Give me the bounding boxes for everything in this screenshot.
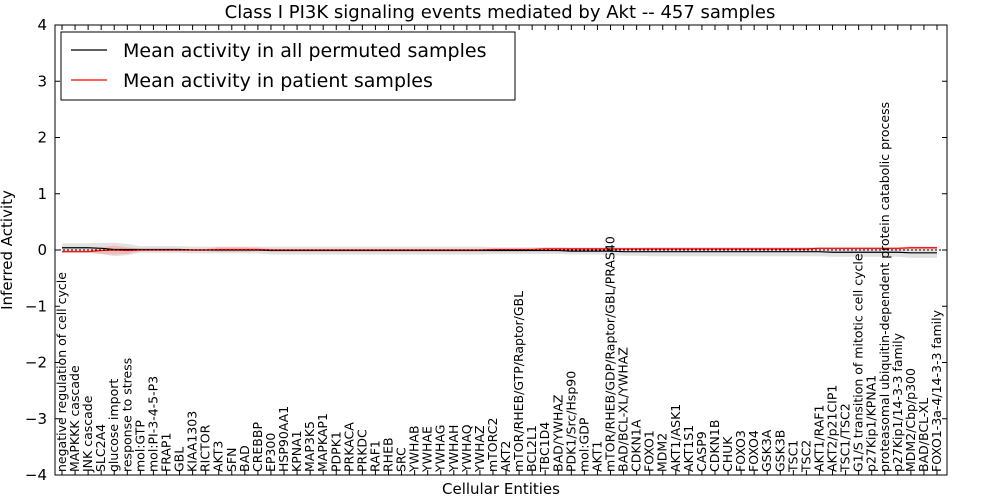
x-tick-label: MAP3K5 [302, 421, 317, 472]
y-tick-label: −3 [25, 410, 47, 428]
x-tick-label: YWHAG [433, 425, 448, 473]
chart-title: Class I PI3K signaling events mediated b… [225, 2, 776, 23]
x-tick-label: mol:GTP [132, 420, 147, 472]
x-tick-label: TSC1 [785, 440, 800, 473]
y-axis-label: Inferred Activity [0, 190, 16, 310]
x-tick-label: YWHAH [446, 425, 461, 473]
x-tick-label: negative regulation of cell cycle [54, 272, 69, 472]
x-tick-label: TSC1/TSC2 [838, 403, 853, 473]
x-tick-label: glucose import [106, 379, 121, 472]
x-tick-label: mTORC2 [485, 418, 500, 472]
x-tick-label: BAD/BCL-XL [916, 398, 931, 472]
x-tick-label: FOXO1 [642, 430, 657, 472]
x-tick-label: GSK3B [772, 430, 787, 472]
x-tick-label: AKT2 [498, 441, 513, 472]
x-tick-label: SFN [224, 448, 239, 472]
x-tick-label: BAD/YWHAZ [550, 395, 565, 472]
x-tick-label: response to stress [119, 358, 134, 472]
x-tick-label: FRAP1 [158, 433, 173, 472]
x-tick-label: mol:PI-3-4-5-P3 [145, 376, 160, 472]
y-tick-label: 2 [37, 129, 47, 147]
x-tick-label: GBL [172, 447, 187, 472]
x-tick-label: KIAA1303 [185, 411, 200, 472]
x-tick-label: SLC2A4 [93, 424, 108, 472]
x-tick-label: CREBBP [250, 422, 265, 472]
x-tick-label: YWHAB [407, 425, 422, 473]
legend-label-permuted: Mean activity in all permuted samples [123, 40, 486, 62]
y-tick-label: 1 [37, 185, 47, 203]
x-tick-label: CDKN1A [629, 419, 644, 472]
x-tick-label: HSP90AA1 [276, 406, 291, 472]
legend-label-patient: Mean activity in patient samples [123, 70, 433, 92]
x-tick-label: AKT3 [211, 441, 226, 472]
legend-box [60, 31, 516, 101]
x-tick-label: TBC1D4 [537, 422, 552, 473]
x-tick-label: RAF1 [367, 440, 382, 472]
x-tick-layer [61, 25, 938, 475]
x-tick-label: BAD/BCL-XL/YWHAZ [616, 347, 631, 472]
x-tick-label: MDM2 [655, 433, 670, 472]
x-tick-label: CASP9 [694, 431, 709, 472]
x-tick-label: RHEB [380, 437, 395, 472]
x-tick-label: CHUK [720, 436, 735, 472]
x-tick-label: GSK3A [759, 429, 774, 472]
x-tick-label: mTOR/RHEB/GDP/Raptor/GBL/PRAS40 [603, 236, 618, 472]
x-tick-label: mTOR/RHEB/GTP/Raptor/GBL [511, 291, 526, 472]
x-tick-label: BCL2L1 [524, 425, 539, 472]
x-tick-label: TSC2 [798, 440, 813, 473]
x-tick-label: AKT2/p21CIP1 [825, 385, 840, 472]
x-tick-label: KPNA1 [289, 430, 304, 472]
x-tick-label: MDM2/Cbp/p300 [903, 368, 918, 472]
x-tick-label: BAD [237, 445, 252, 472]
x-tick-label: FOXO4 [746, 430, 761, 472]
x-tick-label: AKT1 [589, 441, 604, 472]
x-tick-label: PRKDC [354, 429, 369, 472]
x-tick-label: mol:GDP [576, 417, 591, 472]
x-tick-label: JNK cascade [80, 395, 95, 473]
y-tick-label: 4 [37, 16, 47, 34]
legend: Mean activity in all permuted samples Me… [60, 31, 516, 101]
x-tick-label: PDK1/Src/Hsp90 [563, 371, 578, 472]
x-tick-labels: negative regulation of cell cycleMAPKKK … [54, 102, 944, 473]
x-tick-label: proteasomal ubiquitin-dependent protein … [877, 102, 892, 472]
x-tick-label: FOXO3 [733, 430, 748, 472]
x-tick-label: PDPK1 [328, 431, 343, 472]
x-tick-label: PRKACA [341, 422, 356, 472]
plot-frame [54, 24, 948, 476]
x-tick-label: YWHAQ [459, 424, 474, 473]
x-tick-label: AKT1/RAF1 [811, 405, 826, 472]
x-tick-label: p27Kip1/14-3-3 family [890, 332, 905, 472]
y-tick-label: −1 [25, 297, 47, 315]
x-tick-label: AKT1/ASK1 [668, 404, 683, 472]
y-tick-layer: 4 3 2 1 0 −1 −2 −3 −4 [25, 16, 947, 484]
x-tick-label: p27Kip1/KPNA1 [864, 375, 879, 472]
y-tick-label: −4 [25, 466, 47, 484]
y-tick-label: 3 [37, 72, 47, 90]
x-tick-label: MAPKAP1 [315, 413, 330, 472]
x-tick-label: MAPKKK cascade [67, 365, 82, 472]
x-tick-label: FOXO1-3a-4/14-3-3 family [929, 309, 944, 472]
y-tick-label: 0 [37, 241, 47, 259]
x-tick-label: YWHAE [420, 426, 435, 473]
x-axis-label: Cellular Entities [442, 480, 560, 498]
x-tick-label: AKT1S1 [681, 425, 696, 472]
y-tick-label: −2 [25, 354, 47, 372]
x-tick-label: EP300 [263, 433, 278, 472]
x-tick-label: SRC [394, 447, 409, 472]
x-tick-label: YWHAZ [472, 425, 487, 473]
x-tick-label: G1/S transition of mitotic cell cycle [851, 253, 866, 472]
x-tick-label: RICTOR [198, 424, 213, 472]
x-tick-label: CDKN1B [707, 420, 722, 472]
